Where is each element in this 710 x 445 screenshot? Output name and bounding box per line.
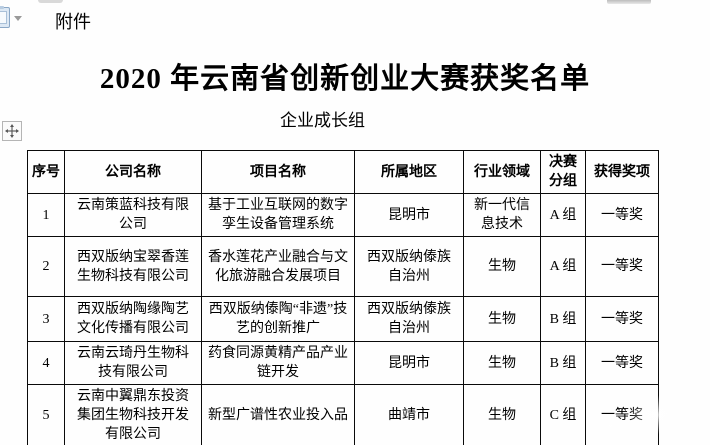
cell-award: 一等奖 [585,236,659,297]
chevron-down-icon [14,16,22,21]
cell-no: 5 [27,384,65,445]
clipboard-icon [0,6,10,28]
paste-options-button[interactable] [0,6,25,31]
header-region: 所属地区 [354,150,464,194]
cell-industry: 新一代信息技术 [463,193,541,237]
table-body: 1 云南策蓝科技有限公司 基于工业互联网的数字孪生设备管理系统 昆明市 新一代信息技术 A… [27,193,659,445]
cell-no: 1 [27,193,65,237]
attachment-label: 附件 [55,12,91,32]
document-title: 2020 年云南省创新创业大赛获奖名单 [99,63,591,95]
cell-industry: 生物 [463,296,541,342]
cell-company: 西双版纳宝翠香莲生物科技有限公司 [64,236,202,297]
cell-group: A 组 [540,236,586,297]
cell-group: B 组 [540,296,586,342]
table-row: 1 云南策蓝科技有限公司 基于工业互联网的数字孪生设备管理系统 昆明市 新一代信息技术 A… [27,193,659,237]
cell-project: 西双版纳傣陶“非遗”技艺的创新推广 [201,296,355,342]
cell-award: 一等奖 [585,341,659,385]
table-row: 4 云南云琦丹生物科技有限公司 药食同源黄精产品产业链开发 昆明市 生物 B 组一等奖 [27,341,659,385]
cell-industry: 生物 [463,341,541,385]
top-edge-sliver-left [38,0,63,3]
cell-industry: 生物 [463,236,541,297]
table-row: 5 云南中翼鼎东投资集团生物科技开发有限公司 新型广谱性农业投入品 曲靖市 生物 C 组一… [27,384,659,445]
table-move-handle[interactable] [2,121,22,141]
cell-no: 4 [27,341,65,385]
cell-region: 曲靖市 [354,384,464,445]
header-company: 公司名称 [64,150,202,194]
cell-region: 西双版纳傣族自治州 [354,296,464,342]
cell-project: 基于工业互联网的数字孪生设备管理系统 [201,193,355,237]
cell-region: 昆明市 [354,341,464,385]
table-row: 3 西双版纳陶缘陶艺文化传播有限公司 西双版纳傣陶“非遗”技艺的创新推广 西双版纳傣族… [27,296,659,342]
cell-industry: 生物 [463,384,541,445]
cell-company: 云南云琦丹生物科技有限公司 [64,341,202,385]
cell-award: 一等奖 [585,384,659,445]
table-header-row: 序号 公司名称 项目名称 所属地区 行业领域 决赛分组 获得奖项 [27,150,659,194]
cell-project: 香水莲花产业融合与文化旅游融合发展项目 [201,236,355,297]
cell-no: 2 [27,236,65,297]
move-cross-icon [5,124,19,138]
header-industry: 行业领域 [463,150,541,194]
cell-no: 3 [27,296,65,342]
cell-company: 云南策蓝科技有限公司 [64,193,202,237]
cell-project: 药食同源黄精产品产业链开发 [201,341,355,385]
cell-group: C 组 [540,384,586,445]
header-no: 序号 [27,150,65,194]
header-project: 项目名称 [201,150,355,194]
cell-group: B 组 [540,341,586,385]
cell-group: A 组 [540,193,586,237]
group-subtitle: 企业成长组 [280,111,365,130]
awards-table: 序号 公司名称 项目名称 所属地区 行业领域 决赛分组 获得奖项 1 云南策蓝科技… [27,150,659,445]
table-row: 2 西双版纳宝翠香莲生物科技有限公司 香水莲花产业融合与文化旅游融合发展项目 西双版纳… [27,236,659,297]
cell-region: 西双版纳傣族自治州 [354,236,464,297]
cell-award: 一等奖 [585,296,659,342]
cell-project: 新型广谱性农业投入品 [201,384,355,445]
cell-company: 西双版纳陶缘陶艺文化传播有限公司 [64,296,202,342]
header-award: 获得奖项 [585,150,659,194]
header-group: 决赛分组 [540,150,586,194]
cell-company: 云南中翼鼎东投资集团生物科技开发有限公司 [64,384,202,445]
top-edge-sliver-right [607,0,651,4]
cell-region: 昆明市 [354,193,464,237]
cell-award: 一等奖 [585,193,659,237]
